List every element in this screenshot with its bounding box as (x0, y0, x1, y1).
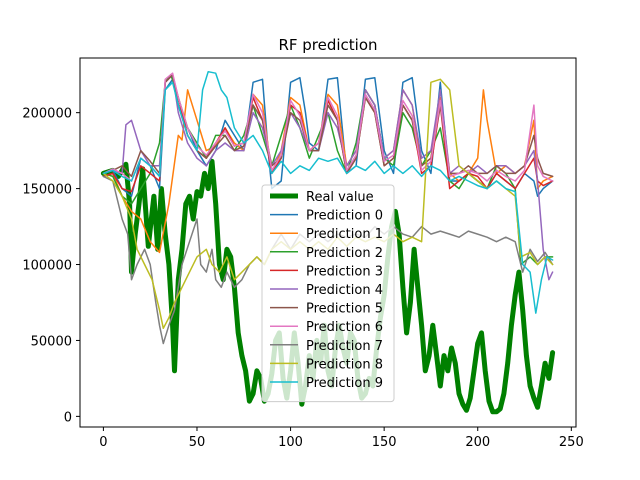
legend-label-prediction-9: Prediction 9 (306, 376, 383, 391)
legend-label-prediction-3: Prediction 3 (306, 264, 383, 279)
series-line-prediction-9 (102, 70, 554, 314)
x-tick-label: 200 (465, 435, 490, 450)
legend-label-prediction-5: Prediction 5 (306, 302, 383, 317)
legend-label-prediction-4: Prediction 4 (306, 283, 383, 298)
legend: Real value Prediction 0 Prediction 1 Predic… (261, 184, 395, 403)
x-tick-label: 50 (189, 435, 206, 450)
legend-label-prediction-0: Prediction 0 (306, 209, 383, 224)
x-axis: 0 50 100 150 200 250 (99, 427, 584, 450)
y-tick-label: 0 (64, 410, 72, 425)
legend-label-prediction-1: Prediction 1 (306, 227, 383, 242)
y-tick-label: 50000 (31, 334, 72, 349)
series-line-prediction-5 (102, 73, 554, 178)
legend-label-prediction-2: Prediction 2 (306, 246, 383, 261)
chart-title: RF prediction (278, 36, 377, 54)
legend-label-prediction-7: Prediction 7 (306, 339, 383, 354)
legend-label-prediction-6: Prediction 6 (306, 320, 383, 335)
series-line-prediction-6 (102, 72, 554, 182)
legend-box (261, 184, 395, 403)
x-tick-label: 250 (559, 435, 584, 450)
x-tick-label: 0 (99, 435, 107, 450)
y-tick-label: 150000 (22, 183, 72, 198)
y-axis: 0 50000 100000 150000 200000 (22, 107, 80, 425)
legend-label-prediction-8: Prediction 8 (306, 357, 383, 372)
y-tick-label: 100000 (22, 259, 72, 274)
legend-label-real-value: Real value (306, 190, 374, 205)
y-tick-label: 200000 (22, 107, 72, 122)
x-tick-label: 100 (278, 435, 303, 450)
plot-frame (79, 57, 577, 428)
x-tick-label: 150 (372, 435, 397, 450)
series-line-prediction-1 (102, 89, 554, 254)
